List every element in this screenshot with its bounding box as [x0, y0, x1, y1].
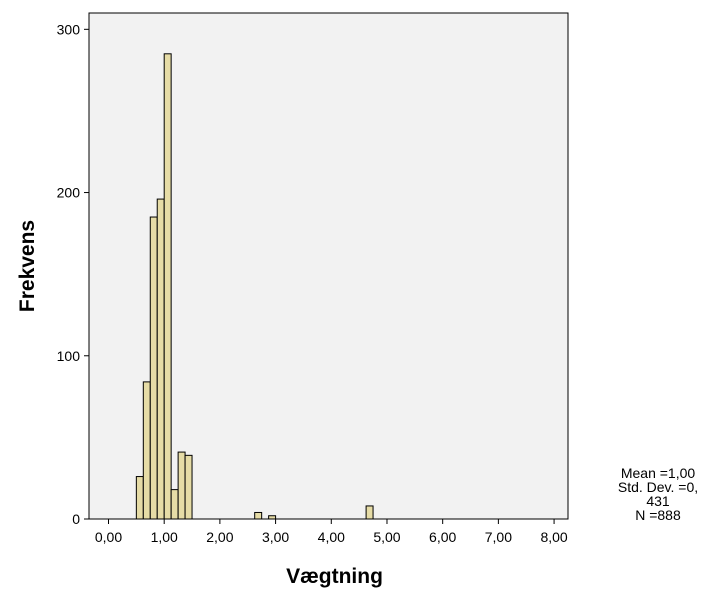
histogram-bar [149, 216, 158, 520]
y-tick-label: 300 [57, 21, 81, 37]
x-tick-label: 0,00 [95, 529, 122, 545]
y-tick-label: 0 [72, 511, 80, 527]
histogram-bar [177, 451, 186, 520]
x-tick-label: 3,00 [262, 529, 289, 545]
histogram-bar [163, 53, 172, 520]
y-axis-title: Frekvens [16, 220, 39, 312]
stats-std-dev-cont: 431 [646, 493, 670, 509]
x-tick-label: 2,00 [206, 529, 233, 545]
x-axis-title: Vægtning [286, 565, 383, 588]
histogram-bar [135, 476, 144, 520]
x-tick-label: 1,00 [151, 529, 178, 545]
statistics-box: Mean =1,00 Std. Dev. =0, 431 N =888 [598, 466, 718, 522]
histogram-bar [184, 454, 193, 520]
stats-n: N =888 [635, 507, 681, 523]
y-tick-label: 200 [57, 185, 81, 201]
x-tick-label: 4,00 [318, 529, 345, 545]
y-tick-label: 100 [57, 348, 81, 364]
stats-std-dev: Std. Dev. =0, [617, 479, 699, 495]
x-tick-label: 5,00 [373, 529, 400, 545]
x-axis: 0,00 1,00 2,00 3,00 4,00 5,00 6,00 7,00 8,00 [95, 519, 568, 545]
x-tick-label: 8,00 [540, 529, 567, 545]
y-axis: 0 100 200 300 [57, 21, 89, 527]
histogram-bars [135, 53, 374, 520]
histogram-bar [142, 381, 151, 520]
x-tick-label: 6,00 [429, 529, 456, 545]
x-tick-label: 7,00 [485, 529, 512, 545]
histogram-bar [170, 489, 179, 520]
stats-mean: Mean =1,00 [620, 465, 696, 481]
histogram-bar [268, 515, 277, 520]
histogram-bar [365, 505, 374, 520]
histogram-bar [156, 198, 165, 520]
histogram-bar [254, 511, 263, 520]
